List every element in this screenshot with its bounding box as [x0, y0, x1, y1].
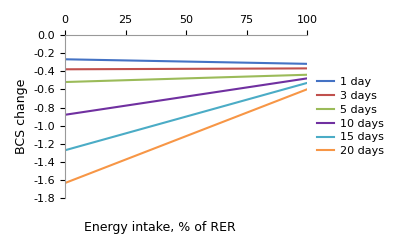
Text: Energy intake, % of RER: Energy intake, % of RER	[84, 221, 236, 234]
Legend: 1 day, 3 days, 5 days, 10 days, 15 days, 20 days: 1 day, 3 days, 5 days, 10 days, 15 days,…	[318, 77, 384, 156]
Y-axis label: BCS change: BCS change	[15, 79, 28, 154]
